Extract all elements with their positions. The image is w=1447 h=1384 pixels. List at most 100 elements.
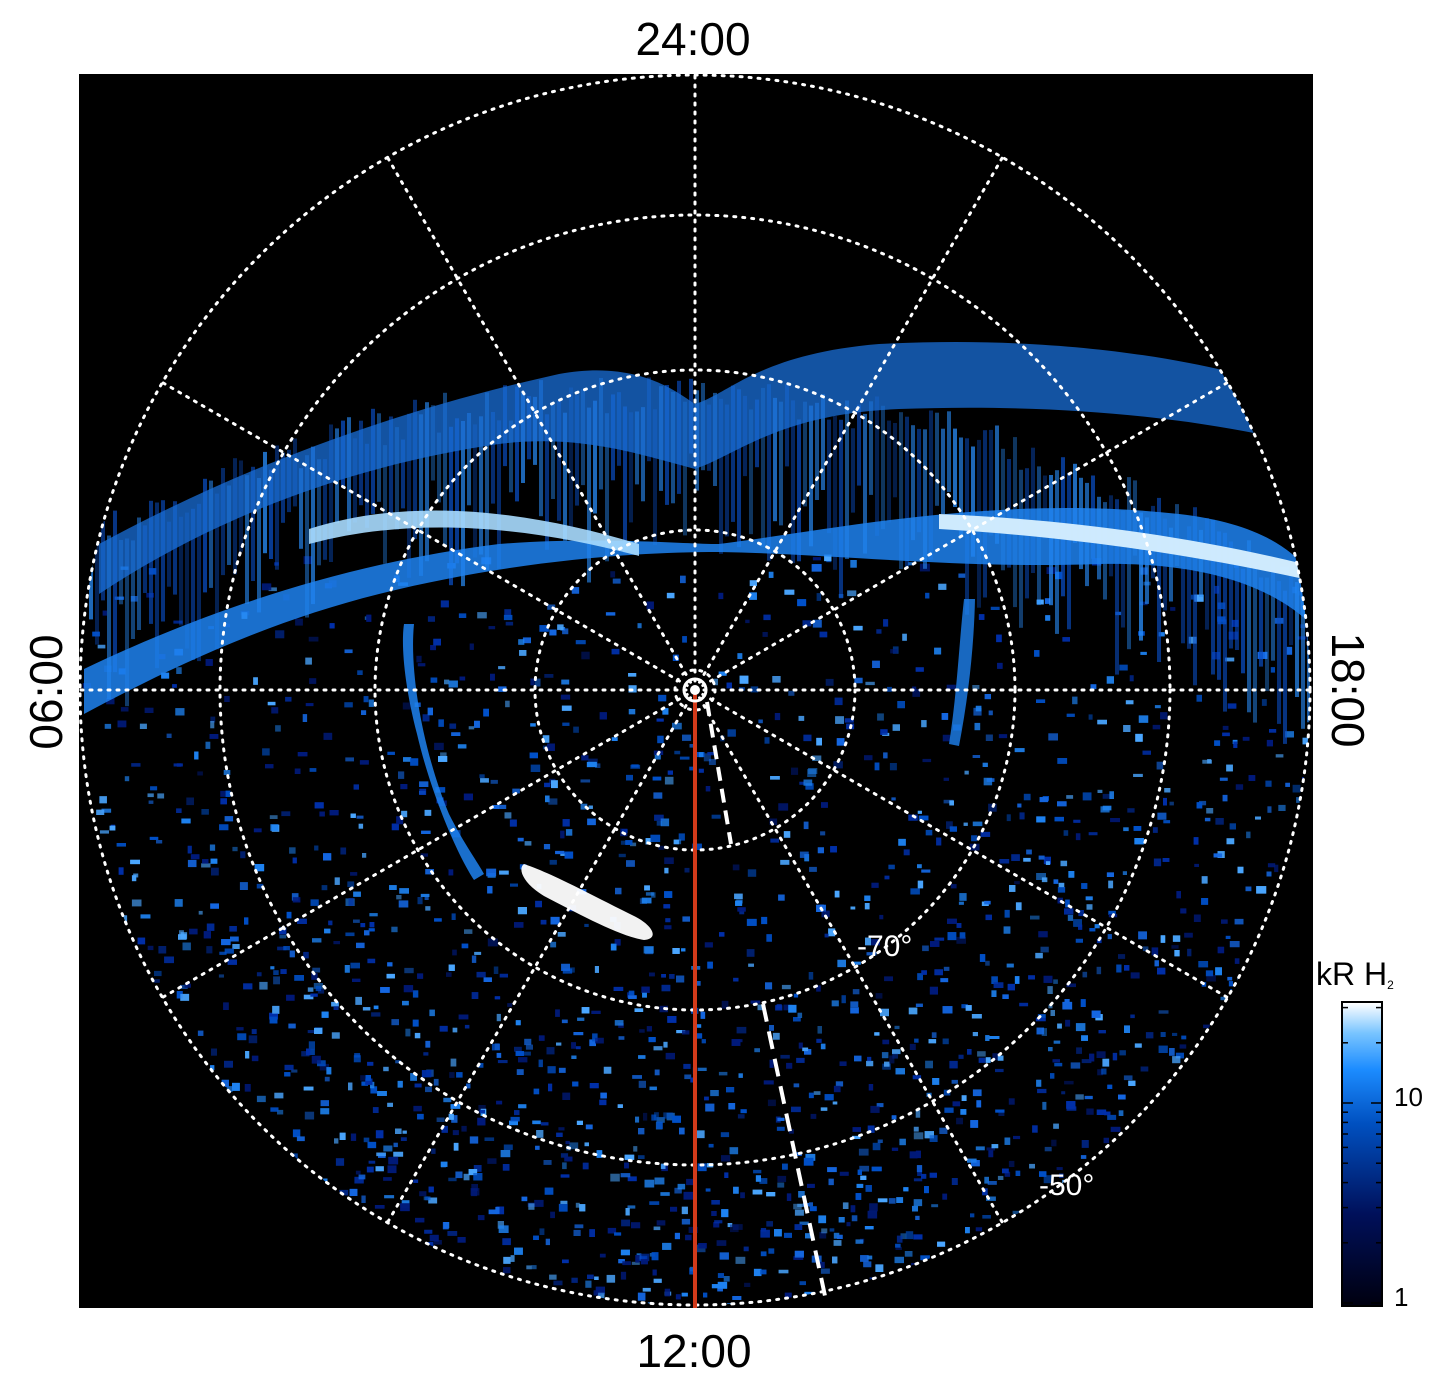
noise-speckle <box>1237 978 1244 982</box>
noise-speckle <box>1194 594 1204 602</box>
noise-speckle <box>354 1053 361 1058</box>
oval-streak <box>191 508 195 660</box>
noise-speckle <box>798 1042 803 1049</box>
noise-speckle <box>114 596 125 600</box>
noise-speckle <box>943 966 950 971</box>
noise-speckle <box>463 793 473 801</box>
noise-speckle <box>739 675 749 684</box>
noise-speckle <box>774 1229 782 1237</box>
noise-speckle <box>292 897 301 903</box>
noise-speckle <box>391 1019 399 1026</box>
noise-speckle <box>676 975 685 983</box>
noise-speckle <box>640 1259 648 1265</box>
noise-speckle <box>947 932 957 941</box>
oval-streak <box>1073 463 1077 543</box>
noise-speckle <box>1086 1108 1094 1115</box>
noise-speckle <box>755 1175 761 1182</box>
noise-speckle <box>367 1061 374 1066</box>
noise-speckle <box>634 1008 644 1012</box>
noise-speckle <box>117 720 127 728</box>
noise-speckle <box>158 946 167 954</box>
noise-speckle <box>875 1264 884 1272</box>
noise-speckle <box>1302 737 1310 745</box>
noise-speckle <box>131 899 142 907</box>
noise-speckle <box>778 894 785 901</box>
noise-speckle <box>625 1208 630 1216</box>
noise-speckle <box>1075 1094 1084 1100</box>
noise-speckle <box>865 681 875 686</box>
noise-speckle <box>766 934 772 942</box>
noise-speckle <box>137 937 146 945</box>
noise-speckle <box>778 803 789 811</box>
noise-speckle <box>358 1174 366 1180</box>
noise-speckle <box>419 781 429 787</box>
polar-plot-svg: -70° -50° <box>79 74 1312 1308</box>
noise-speckle <box>383 1177 392 1181</box>
noise-speckle <box>821 1228 828 1234</box>
noise-speckle <box>1043 1175 1052 1184</box>
noise-speckle <box>1023 793 1031 801</box>
noise-speckle <box>348 1082 353 1091</box>
noise-speckle <box>788 1004 797 1013</box>
noise-speckle <box>1219 777 1228 781</box>
noise-speckle <box>998 734 1008 739</box>
noise-speckle <box>877 713 884 721</box>
noise-speckle <box>777 1175 787 1183</box>
noise-speckle <box>891 797 896 801</box>
noise-speckle <box>809 1206 817 1212</box>
noise-speckle <box>425 1040 431 1048</box>
oval-streak <box>251 466 255 581</box>
noise-speckle <box>942 1006 953 1014</box>
noise-speckle <box>414 1083 422 1088</box>
noise-speckle <box>1065 1019 1071 1027</box>
noise-speckle <box>899 1138 906 1146</box>
noise-speckle <box>910 888 920 895</box>
noise-speckle <box>1004 1171 1011 1177</box>
noise-speckle <box>498 804 507 809</box>
noise-speckle <box>887 686 892 692</box>
noise-speckle <box>1078 910 1084 917</box>
noise-speckle <box>461 943 469 949</box>
noise-speckle <box>1040 946 1049 953</box>
noise-speckle <box>867 1210 878 1219</box>
noise-speckle <box>387 1165 397 1174</box>
noise-speckle <box>473 1173 483 1181</box>
noise-speckle <box>1174 950 1180 957</box>
noise-speckle <box>370 1086 378 1094</box>
noise-speckle <box>760 1251 767 1257</box>
noise-speckle <box>521 1196 528 1202</box>
noise-speckle <box>562 968 573 974</box>
noise-speckle <box>653 1226 661 1231</box>
noise-speckle <box>949 800 954 806</box>
noise-speckle <box>487 938 498 947</box>
noise-speckle <box>740 1109 747 1114</box>
noise-speckle <box>765 982 773 990</box>
noise-speckle <box>517 837 524 842</box>
oval-streak <box>419 414 423 576</box>
noise-speckle <box>198 910 203 915</box>
noise-speckle <box>1198 961 1209 968</box>
noise-speckle <box>277 946 287 951</box>
noise-speckle <box>577 1017 585 1021</box>
main-auroral-oval-upper <box>99 342 1259 594</box>
noise-speckle <box>1206 808 1214 814</box>
noise-speckle <box>224 948 234 954</box>
noise-speckle <box>929 986 938 995</box>
noise-speckle <box>837 1234 843 1239</box>
noise-speckle <box>1063 830 1069 836</box>
noise-speckle <box>297 918 307 924</box>
noise-speckle <box>908 814 918 821</box>
noise-speckle <box>580 779 591 783</box>
noise-speckle <box>867 1125 875 1133</box>
noise-speckle <box>558 1127 565 1131</box>
noise-speckle <box>1274 864 1279 873</box>
noise-speckle <box>560 694 571 700</box>
noise-speckle <box>651 1252 659 1261</box>
noise-speckle <box>674 1232 680 1240</box>
noise-speckle <box>253 828 262 833</box>
noise-speckle <box>1081 1140 1089 1148</box>
noise-speckle <box>1201 898 1209 905</box>
oval-streak <box>179 516 183 626</box>
noise-speckle <box>816 593 822 601</box>
noise-speckle <box>1163 797 1167 806</box>
